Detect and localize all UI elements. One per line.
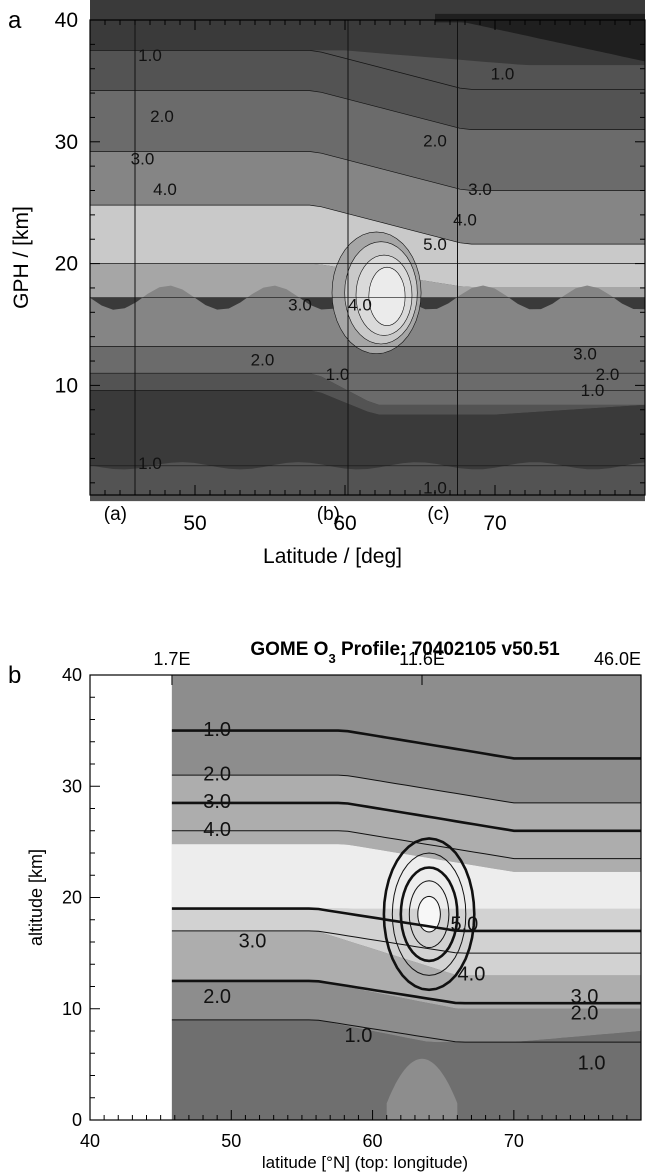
contour-line	[171, 830, 641, 860]
ozone-maximum-ring	[408, 880, 450, 949]
contour-label: 1.0	[138, 46, 162, 65]
contour-label: 2.0	[150, 107, 174, 126]
contour-band	[171, 930, 641, 1009]
contour-line	[90, 151, 645, 191]
contour-band	[90, 50, 645, 130]
contour-line	[90, 204, 645, 245]
contour-band	[90, 390, 645, 466]
contour-label: 2.0	[571, 1003, 599, 1025]
contour-label: 2.0	[203, 986, 231, 1008]
contour-chart-a: 1.01.02.02.03.03.04.04.05.03.0 4.02.01.03…	[8, 0, 646, 568]
contour-band	[171, 775, 641, 872]
contour-label: 2.0	[423, 131, 447, 150]
contour-line	[171, 729, 641, 760]
contour-label: 4.0	[348, 296, 372, 315]
contour-label: 3.0	[571, 986, 599, 1008]
contour-label: 1.0	[138, 454, 162, 473]
chart-panel-a: 1.0 1.0 2.0 2.0 3.0 3.0 4.0 4.0 5.0 3.0 4.0 2.0 1.0 3…	[8, 0, 646, 568]
contour-label: 3.0	[131, 150, 155, 169]
contour-line	[171, 1019, 641, 1043]
contour-label: 5.0	[423, 235, 447, 254]
contour-label: 4.0	[453, 210, 477, 229]
contour-label: 1.0	[581, 381, 605, 400]
contour-line	[90, 90, 645, 130]
y-tick-label: 30	[62, 776, 82, 796]
y-tick-label: 30	[55, 131, 78, 154]
x-tick-label: 60	[363, 1131, 383, 1151]
x-axis-label: Latitude / [deg]	[263, 545, 402, 568]
y-axis-label: altitude [km]	[26, 849, 46, 946]
y-tick-label: 0	[72, 1110, 82, 1130]
chart-title: GOME O3 Profile: 70402105 v50.51	[250, 639, 560, 666]
contour-line	[171, 801, 641, 833]
contour-label: 1.0	[578, 1053, 606, 1075]
contour-label: 2.0	[251, 351, 275, 370]
contour-band	[171, 980, 641, 1043]
ozone-maximum-ring	[417, 895, 441, 933]
chart-panel-b: GOME O3 Profile: 70402105 v50.51 1.0 2.0 3.…	[0, 600, 669, 1176]
y-tick-label: 40	[62, 665, 82, 685]
x-tick-label: 70	[483, 512, 506, 535]
contour-label: 3.0	[573, 344, 597, 363]
contour-label: 3.0	[239, 930, 267, 952]
contour-band	[171, 844, 641, 917]
contour-label: 1.0	[423, 478, 447, 497]
contour-band	[171, 730, 641, 803]
x-tick-label: 40	[80, 1131, 100, 1151]
y-tick-label: 10	[55, 374, 78, 397]
top-axis-label: 46.0E	[594, 649, 641, 669]
contour-label: 3.0	[288, 296, 312, 315]
x-axis-label: latitude [°N] (top: longitude)	[262, 1153, 468, 1172]
contour-label: 3.0	[203, 791, 231, 813]
contour-band	[171, 675, 641, 759]
contour-band	[90, 151, 645, 245]
contour-label: 1.0	[491, 64, 515, 83]
contour-chart-b: GOME O3 Profile: 70402105 v50.511.02.03.…	[8, 639, 642, 1172]
x-tick-label: 70	[504, 1131, 524, 1151]
contour-line	[171, 774, 641, 804]
contour-band-top	[435, 13, 645, 62]
y-tick-label: 20	[62, 888, 82, 908]
contour-line	[171, 979, 641, 1005]
contour-label: 2.0	[203, 763, 231, 785]
contour-label: 2.0	[596, 365, 620, 384]
contour-label: 1.0	[326, 365, 350, 384]
panel-letter: b	[8, 662, 21, 689]
plot-frame	[89, 19, 646, 496]
panel-letter: a	[8, 7, 22, 34]
contour-label: 1.0	[345, 1025, 373, 1047]
x-tick-label: 50	[183, 512, 206, 535]
contour-band	[90, 373, 645, 415]
y-tick-label: 10	[62, 999, 82, 1019]
x-tick-label: 50	[221, 1131, 241, 1151]
contour-line	[171, 907, 641, 933]
contour-label: 1.0	[203, 719, 231, 741]
top-axis-label: 1.7E	[153, 649, 190, 669]
contour-band	[90, 462, 645, 502]
y-tick-label: 40	[55, 9, 78, 32]
contour-line	[90, 50, 645, 90]
marker-label: (b)	[317, 504, 340, 525]
ozone-maximum-ring	[399, 866, 459, 963]
contour-label: 3.0	[468, 180, 492, 199]
y-tick-label: 20	[55, 253, 78, 276]
contour-label: 4.0	[458, 964, 486, 986]
ozone-maximum-ring	[391, 852, 467, 976]
contour-label: 4.0	[153, 180, 177, 199]
top-axis-label: 11.6E	[399, 649, 445, 669]
marker-label: (c)	[427, 504, 449, 525]
contour-line	[171, 930, 641, 954]
contour-band	[90, 90, 645, 191]
y-axis-label: GPH / [km]	[10, 206, 33, 309]
contour-label: 4.0	[203, 819, 231, 841]
ozone-maximum-blob	[368, 266, 406, 327]
x-tick-label: 60	[333, 512, 356, 535]
contour-label: 5.0	[450, 914, 478, 936]
contour-band-bottom	[386, 1058, 458, 1120]
marker-label: (a)	[104, 504, 127, 525]
